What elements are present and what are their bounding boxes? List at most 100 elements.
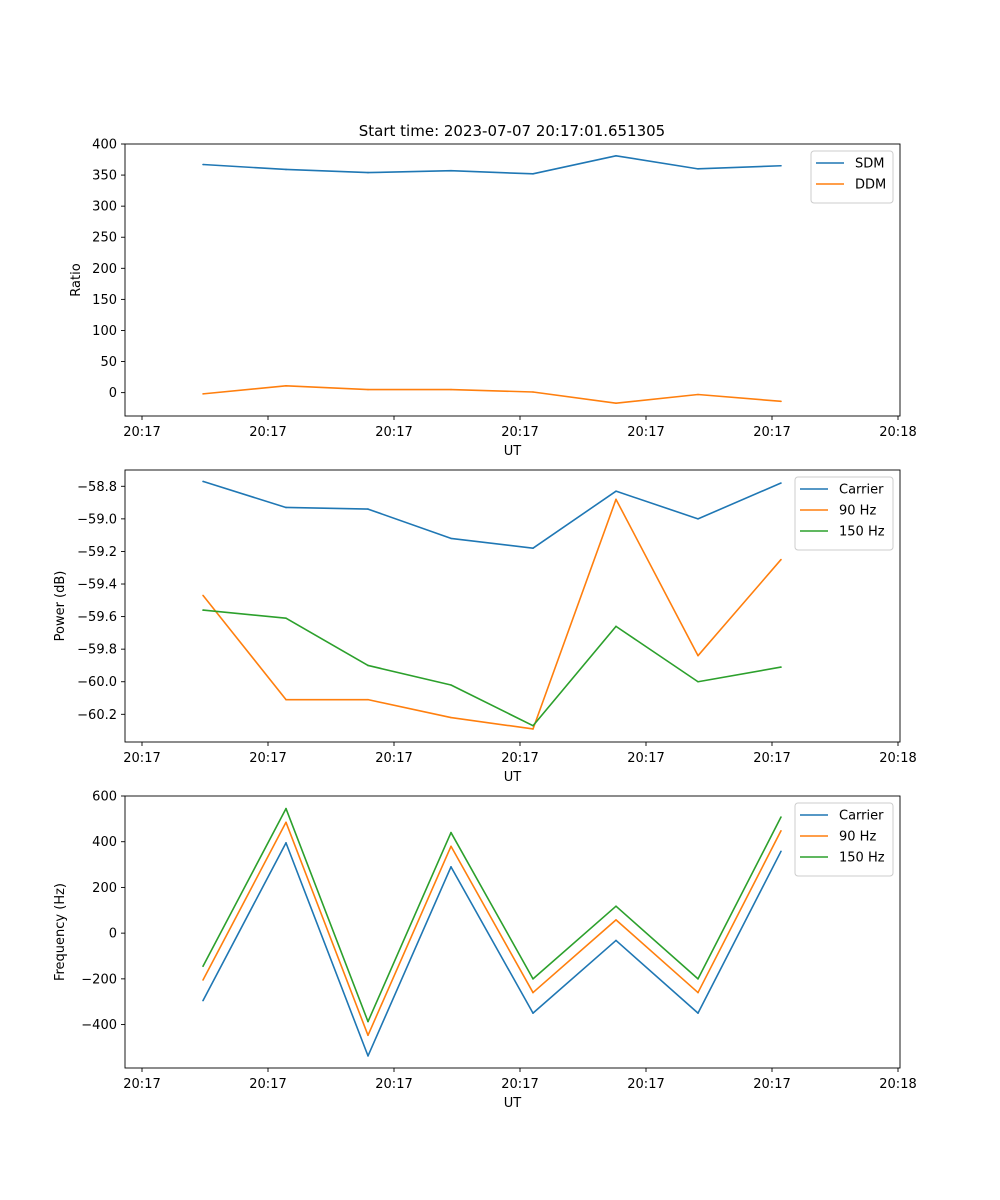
x-tick-label: 20:17 — [627, 1077, 664, 1092]
y-tick-label: 400 — [92, 835, 117, 850]
legend-box — [810, 150, 894, 204]
data-point — [780, 666, 782, 668]
y-tick-label: 200 — [92, 881, 117, 896]
x-tick-label: 20:17 — [375, 751, 412, 766]
data-point — [780, 400, 782, 403]
data-point — [615, 155, 617, 157]
data-point — [450, 169, 452, 172]
y-tick-label: 350 — [92, 169, 117, 184]
legend-label: SDM — [855, 157, 884, 172]
figure-title: Start time: 2023-07-07 20:17:01.651305 — [359, 122, 665, 140]
data-point — [532, 173, 534, 175]
data-point — [780, 850, 782, 853]
x-tick-label: 20:17 — [501, 425, 538, 440]
legend: Carrier 90 Hz 150 Hz — [794, 802, 894, 877]
legend-label: DDM — [855, 178, 886, 193]
data-point — [285, 617, 287, 620]
y-tick-label: 0 — [109, 386, 117, 401]
data-point — [367, 1055, 369, 1057]
y-tick-label: −60.0 — [77, 675, 117, 690]
data-point — [202, 999, 204, 1002]
data-point — [367, 508, 369, 510]
data-point — [532, 991, 534, 994]
x-tick-label: 20:17 — [627, 751, 664, 766]
x-tick-label: 20:17 — [123, 1077, 160, 1092]
data-point — [532, 724, 534, 727]
data-point — [780, 482, 782, 484]
data-point — [450, 684, 452, 686]
data-point — [202, 480, 204, 483]
charts: 20:17 20:17 20:17 20:17 20:17 20:17 20:18 0 50 10… — [53, 138, 917, 1112]
data-point — [532, 391, 534, 393]
legend: Carrier 90 Hz 150 Hz — [794, 476, 894, 551]
x-tick-label: 20:17 — [375, 1077, 412, 1092]
data-point — [202, 609, 204, 611]
legend-label: 150 Hz — [839, 851, 885, 866]
series-line-carrier — [202, 480, 782, 549]
y-tick-label: 0 — [109, 927, 117, 942]
data-point — [532, 728, 534, 730]
x-tick-label: 20:17 — [753, 1077, 790, 1092]
legend-label: 90 Hz — [839, 504, 876, 519]
y-tick-label: −400 — [81, 1018, 117, 1033]
y-tick-label: 600 — [92, 790, 117, 805]
y-axis-label: Power (dB) — [53, 571, 68, 642]
data-point — [697, 978, 699, 980]
data-point — [367, 171, 369, 174]
data-point — [615, 919, 617, 921]
data-point — [697, 991, 699, 994]
data-point — [697, 393, 699, 396]
data-point — [285, 168, 287, 171]
x-tick-label: 20:18 — [879, 1077, 916, 1092]
y-tick-label: −60.2 — [77, 708, 117, 723]
x-tick-label: 20:17 — [249, 425, 286, 440]
x-tick-label: 20:17 — [375, 425, 412, 440]
data-point — [367, 698, 369, 701]
data-point — [285, 698, 287, 701]
data-point — [697, 654, 699, 657]
x-tick-label: 20:17 — [123, 425, 160, 440]
series-line-ddm — [202, 384, 782, 405]
x-tick-label: 20:17 — [501, 1077, 538, 1092]
legend-label: 90 Hz — [839, 830, 876, 845]
data-point — [615, 939, 617, 942]
y-axis-label: Ratio — [69, 263, 84, 296]
chart-ratio: 20:17 20:17 20:17 20:17 20:17 20:17 20:18 0 50 10… — [69, 138, 917, 460]
data-point — [532, 978, 534, 980]
series-line-150-hz — [202, 609, 782, 727]
y-tick-label: −200 — [81, 972, 117, 987]
data-point — [450, 716, 452, 719]
legend-label: Carrier — [839, 483, 884, 498]
data-point — [697, 680, 699, 683]
data-point — [532, 547, 534, 549]
data-point — [697, 168, 699, 170]
data-point — [697, 1012, 699, 1014]
x-tick-label: 20:17 — [753, 751, 790, 766]
data-point — [615, 498, 617, 501]
data-point — [615, 490, 617, 492]
data-point — [367, 388, 369, 391]
legend: SDM DDM — [810, 150, 894, 204]
y-tick-label: 250 — [92, 231, 117, 246]
data-point — [780, 829, 782, 832]
y-tick-label: 200 — [92, 262, 117, 277]
data-point — [285, 506, 287, 509]
data-point — [202, 393, 204, 395]
y-tick-label: 150 — [92, 293, 117, 308]
y-tick-label: 50 — [100, 355, 117, 370]
data-point — [450, 831, 452, 834]
y-tick-label: −59.0 — [77, 512, 117, 527]
data-point — [285, 384, 287, 387]
data-point — [697, 518, 699, 520]
x-axis-label: UT — [504, 770, 522, 785]
data-point — [450, 537, 452, 540]
data-point — [532, 1012, 534, 1014]
data-point — [615, 625, 617, 628]
y-tick-label: −59.2 — [77, 545, 117, 560]
axes-frame — [124, 795, 901, 1069]
data-point — [615, 402, 617, 405]
y-axis-label: Frequency (Hz) — [53, 883, 68, 981]
data-point — [450, 866, 452, 868]
data-point — [202, 594, 204, 597]
